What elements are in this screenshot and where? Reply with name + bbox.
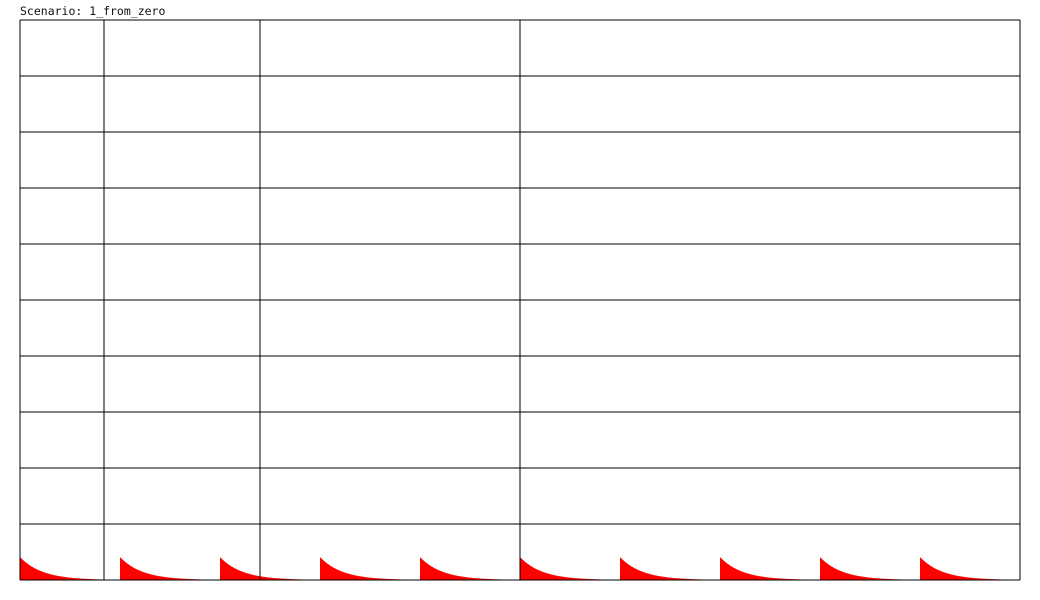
pulse-area-9 [820,557,920,580]
scenario-label: Scenario: 1_from_zero [20,4,166,18]
pulse-area-2 [120,557,220,580]
pulse-area-1 [20,557,120,580]
pulse-area-8 [720,557,820,580]
pulse-area-10 [920,557,1020,580]
pulse-area-4 [320,557,420,580]
pulse-area-6 [520,557,620,580]
pulse-area-7 [620,557,720,580]
pulse-area-3 [220,557,320,580]
pulse-area-5 [420,557,520,580]
